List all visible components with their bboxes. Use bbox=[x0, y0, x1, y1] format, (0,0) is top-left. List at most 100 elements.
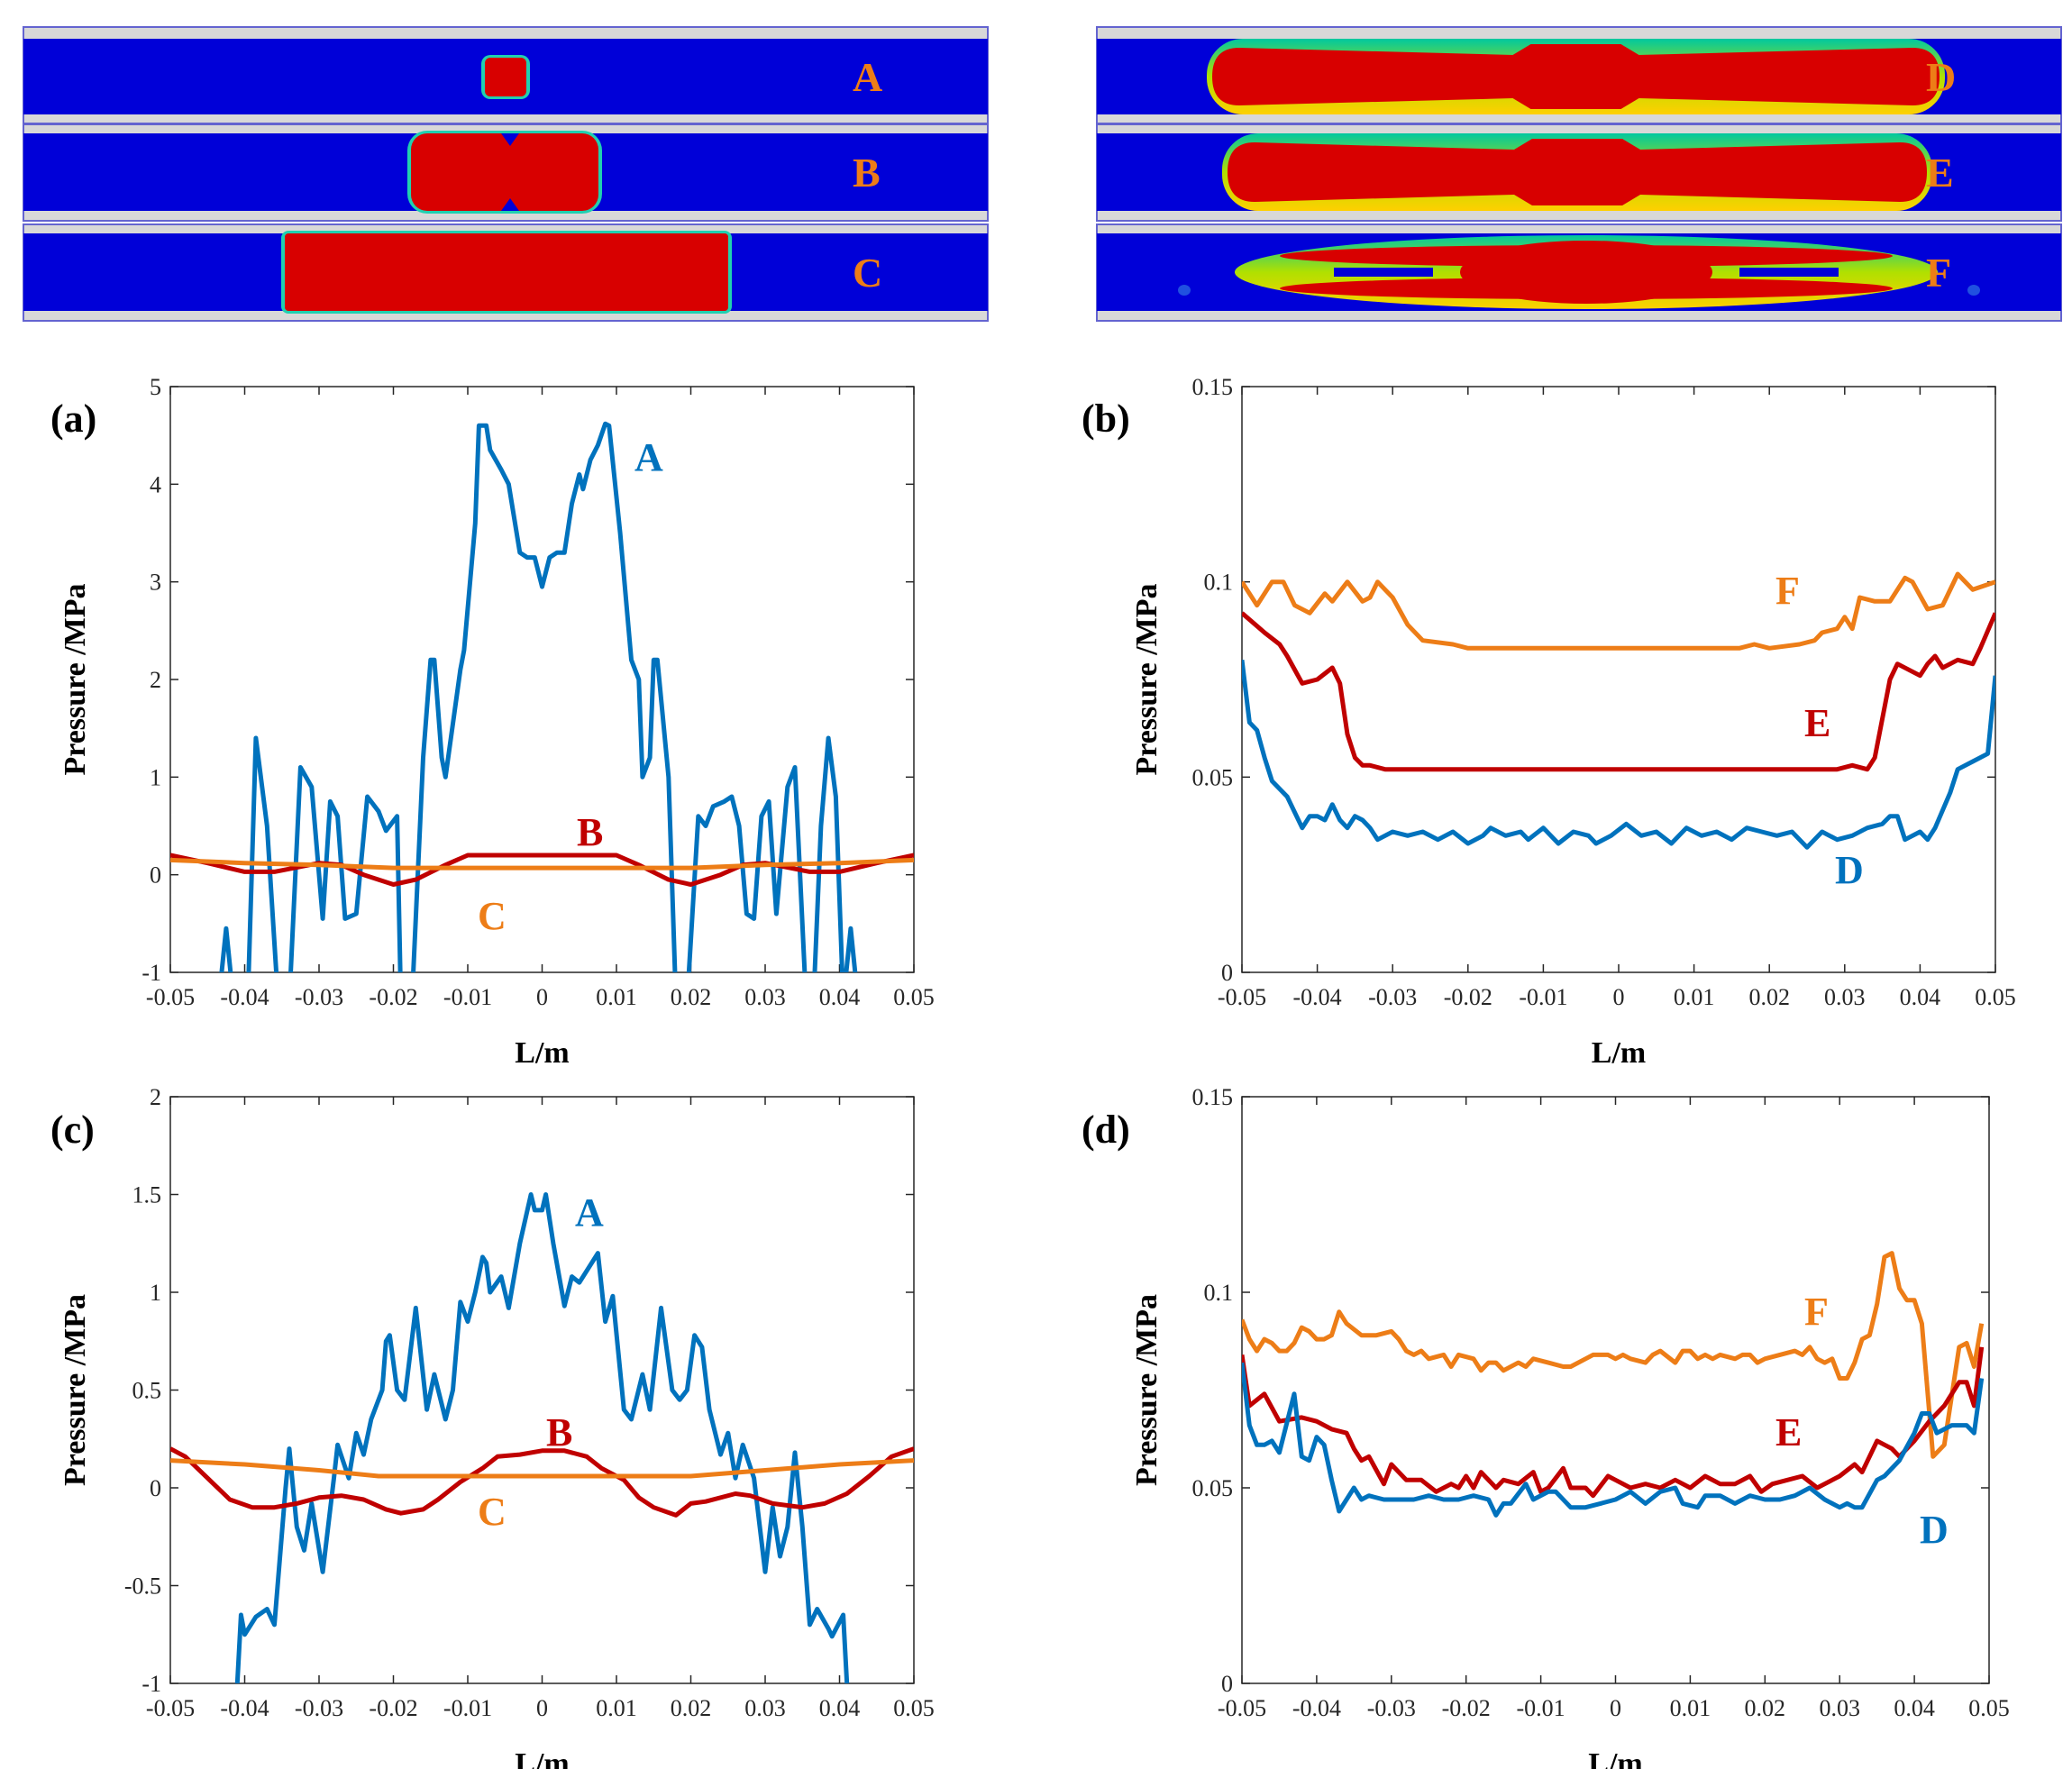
series-line-B bbox=[170, 1446, 914, 1518]
contour-strips-right: D E F bbox=[1096, 26, 2062, 322]
fluid-finger bbox=[1739, 268, 1839, 277]
x-tick-label: -0.01 bbox=[443, 984, 492, 1010]
series-label-E: E bbox=[1775, 1410, 1802, 1454]
x-tick-label: 0.01 bbox=[596, 984, 637, 1010]
x-tick-label: 0 bbox=[536, 1695, 548, 1721]
series-label-F: F bbox=[1804, 1290, 1829, 1334]
chart-d: -0.05 -0.04 -0.03 -0.02 -0.01 0 0.01 0.02 0.03 0.… bbox=[1082, 1084, 2010, 1769]
x-tick-label: 0.03 bbox=[1819, 1695, 1860, 1721]
series-group bbox=[1242, 1251, 1985, 1518]
series-group bbox=[1242, 571, 1995, 850]
chart-c: -0.05 -0.04 -0.03 -0.02 -0.01 0 0.01 0.02 0.03 0.… bbox=[50, 1084, 935, 1769]
bubble bbox=[1178, 285, 1191, 296]
series-line-F bbox=[1242, 1251, 1985, 1459]
x-tick-label: 0.02 bbox=[671, 984, 712, 1010]
y-axis-title: Pressure /MPa bbox=[59, 583, 92, 775]
series-label-F: F bbox=[1775, 569, 1800, 613]
x-axis-title: L/m bbox=[515, 1747, 569, 1769]
x-axis-title: L/m bbox=[1592, 1036, 1646, 1070]
y-tick-label: 0 bbox=[1221, 960, 1233, 986]
x-tick-label: 0 bbox=[1613, 984, 1625, 1010]
x-tick-label: -0.05 bbox=[1218, 984, 1266, 1010]
series-label-E: E bbox=[1804, 701, 1830, 745]
x-tick-label: -0.04 bbox=[1292, 1695, 1341, 1721]
y-axis-title: Pressure /MPa bbox=[59, 1294, 92, 1486]
y-tick-label: 2 bbox=[150, 1084, 161, 1110]
series-label-B: B bbox=[546, 1410, 572, 1454]
x-tick-label: 0.01 bbox=[1674, 984, 1715, 1010]
strip-A: A bbox=[23, 26, 989, 124]
y-tick-label: 4 bbox=[150, 471, 161, 497]
y-tick-label: 0.05 bbox=[1192, 1475, 1234, 1501]
gas-region bbox=[1460, 241, 1712, 304]
x-tick-label: -0.04 bbox=[220, 984, 269, 1010]
strip-E: E bbox=[1096, 123, 2062, 222]
series-label-C: C bbox=[478, 894, 507, 938]
x-tick-label: 0.01 bbox=[1670, 1695, 1711, 1721]
x-tick-label: -0.03 bbox=[295, 984, 343, 1010]
x-axis-title: L/m bbox=[515, 1036, 569, 1070]
panel-label: (d) bbox=[1082, 1108, 1130, 1152]
strip-F: F bbox=[1096, 223, 2062, 322]
x-tick-label: -0.03 bbox=[295, 1695, 343, 1721]
x-tick-label: -0.02 bbox=[369, 984, 417, 1010]
x-tick-label: -0.03 bbox=[1367, 1695, 1416, 1721]
series-line-F bbox=[1242, 571, 1995, 651]
series-line-E bbox=[1242, 611, 1995, 772]
gas-region bbox=[485, 58, 526, 96]
gas-region bbox=[285, 233, 728, 311]
x-tick-label: -0.02 bbox=[1442, 1695, 1491, 1721]
bubble bbox=[1967, 285, 1980, 296]
x-tick-label: -0.02 bbox=[1444, 984, 1492, 1010]
x-tick-label: -0.04 bbox=[1293, 984, 1342, 1010]
x-tick-label: 0.04 bbox=[1894, 1695, 1935, 1721]
x-tick-label: 0 bbox=[536, 984, 548, 1010]
y-tick-label: 0.5 bbox=[132, 1378, 162, 1404]
series-line-C bbox=[170, 857, 914, 871]
panel-label: (b) bbox=[1082, 397, 1130, 441]
x-tick-label: -0.01 bbox=[443, 1695, 492, 1721]
series-group bbox=[170, 421, 914, 972]
strip-D: D bbox=[1096, 26, 2062, 124]
fluid-finger bbox=[1334, 268, 1433, 277]
gas-region bbox=[1228, 139, 1927, 205]
y-tick-label: 0.15 bbox=[1192, 374, 1234, 400]
x-tick-label: 0.02 bbox=[671, 1695, 712, 1721]
y-tick-label: 0 bbox=[1221, 1671, 1233, 1697]
contour-strips-left: A B C bbox=[23, 26, 989, 322]
x-tick-label: 0.04 bbox=[819, 984, 861, 1010]
strip-C: C bbox=[23, 223, 989, 322]
charts: -0.05 -0.04 -0.03 -0.02 -0.01 0 0.01 0.02 0.03 0.… bbox=[50, 374, 2016, 1769]
strip-label: C bbox=[853, 250, 882, 296]
x-tick-label: -0.05 bbox=[146, 1695, 195, 1721]
chart-a: -0.05 -0.04 -0.03 -0.02 -0.01 0 0.01 0.02 0.03 0.… bbox=[50, 374, 935, 1070]
series-line-B bbox=[170, 853, 914, 887]
chart-b: -0.05 -0.04 -0.03 -0.02 -0.01 0 0.01 0.02 0.03 0.… bbox=[1082, 374, 2016, 1070]
y-tick-label: -1 bbox=[141, 960, 161, 986]
y-tick-label: 0 bbox=[150, 862, 161, 889]
y-tick-label: 0.05 bbox=[1192, 764, 1234, 790]
strip-label: F bbox=[1926, 250, 1951, 296]
x-tick-label: 0.03 bbox=[744, 984, 786, 1010]
plot-area bbox=[1241, 386, 1996, 973]
x-tick-label: -0.05 bbox=[146, 984, 195, 1010]
strip-label: B bbox=[853, 150, 881, 196]
y-tick-label: 0.1 bbox=[1204, 1280, 1234, 1306]
x-tick-label: -0.04 bbox=[220, 1695, 269, 1721]
series-group bbox=[170, 1192, 914, 1683]
y-tick-label: 1.5 bbox=[132, 1182, 162, 1208]
strip-label: A bbox=[853, 54, 882, 100]
series-line-A bbox=[234, 1192, 850, 1683]
x-tick-label: 0.05 bbox=[1968, 1695, 2010, 1721]
series-label-D: D bbox=[1920, 1508, 1949, 1552]
strip-B: B bbox=[23, 123, 989, 222]
strip-label: D bbox=[1926, 54, 1956, 100]
x-tick-label: 0.01 bbox=[596, 1695, 637, 1721]
gas-region bbox=[1212, 44, 1940, 109]
series-line-A bbox=[219, 421, 858, 972]
gas-region bbox=[411, 133, 598, 211]
x-tick-label: 0.05 bbox=[1975, 984, 2016, 1010]
x-tick-label: 0.05 bbox=[893, 1695, 935, 1721]
panel-label: (c) bbox=[50, 1108, 95, 1152]
